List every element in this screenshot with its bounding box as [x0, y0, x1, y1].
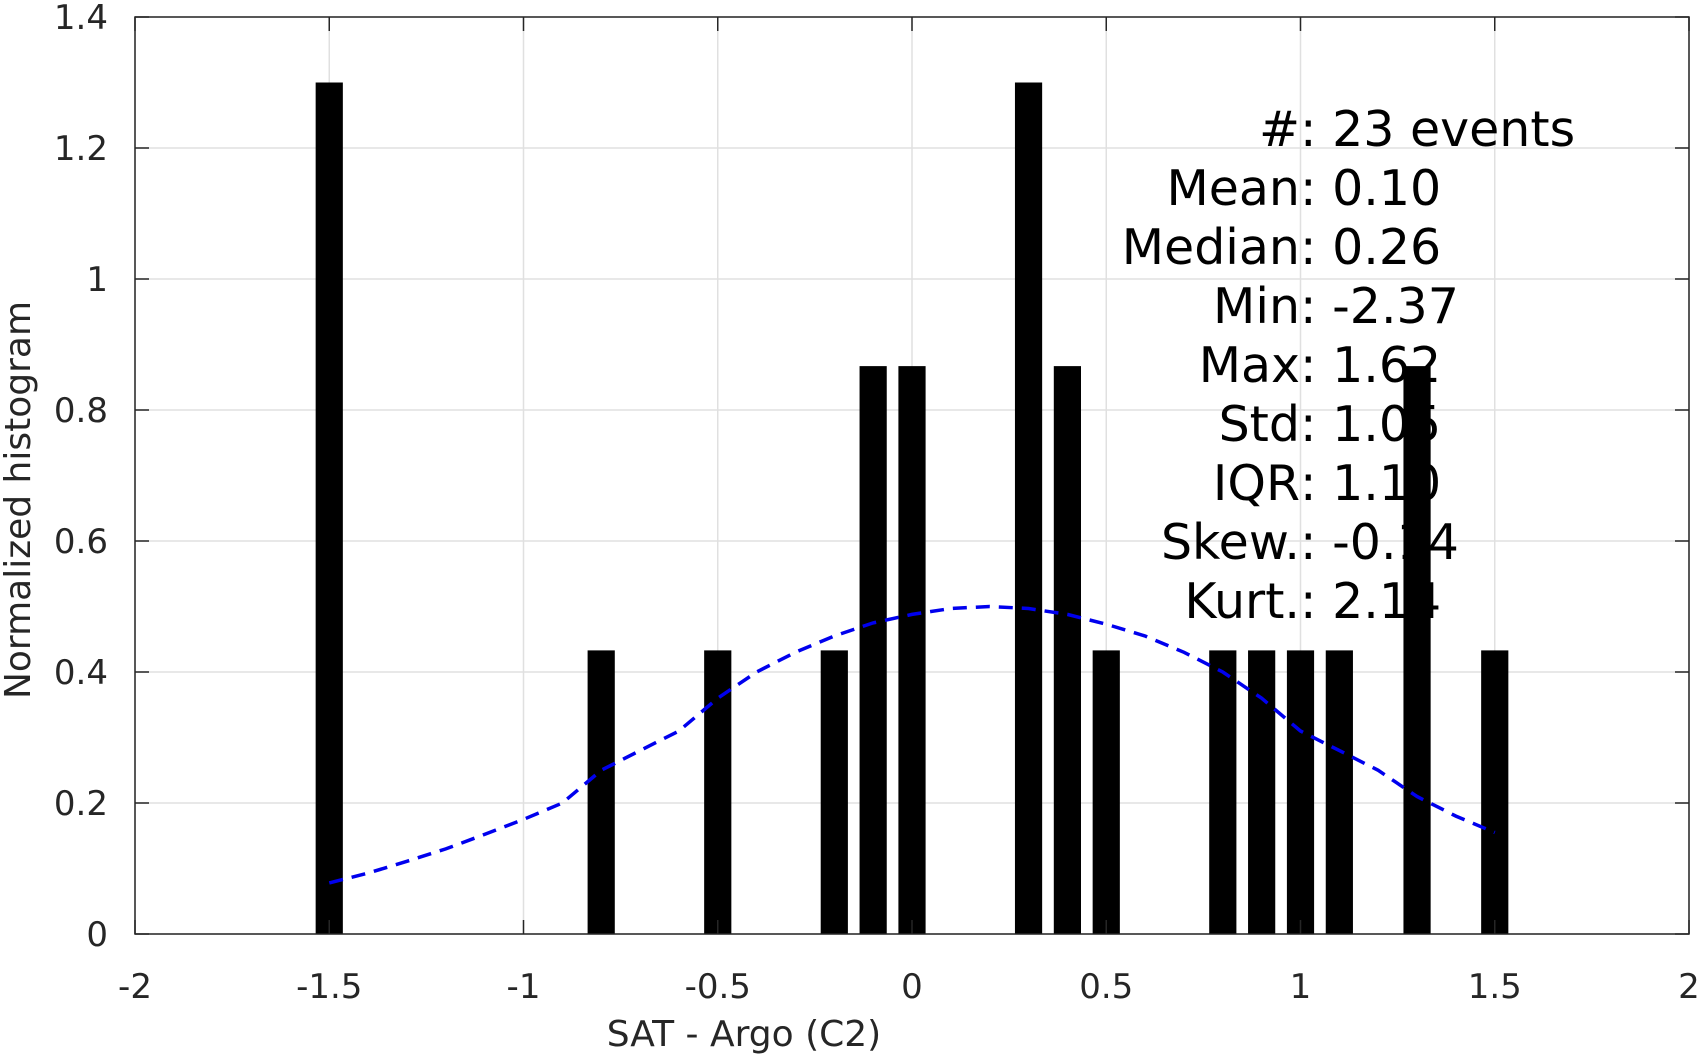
y-tick-label: 1.2 — [54, 129, 108, 169]
histogram-bar — [315, 82, 343, 934]
y-tick-label: 0.6 — [54, 522, 108, 562]
x-tick-label: 0 — [901, 967, 923, 1007]
stat-value: : 23 events — [1300, 101, 1575, 158]
normal-fit-curve — [328, 604, 1496, 885]
stat-value: : 0.10 — [1300, 160, 1441, 217]
stat-value: : 0.26 — [1300, 219, 1441, 276]
histogram-bar — [704, 650, 732, 934]
y-tick-label: 1 — [86, 260, 108, 300]
tick-labels: -2 -1.5 -1 -0.5 0 0.5 1 1.5 2 0 0.2 0.4 0.6 0.8 1 1.2 1.… — [54, 0, 1700, 1007]
histogram-bar — [859, 366, 887, 934]
x-tick-label: 2 — [1678, 967, 1700, 1007]
histogram-bar — [1053, 366, 1081, 934]
histogram-bars — [315, 82, 1509, 934]
stat-value: : 1.62 — [1300, 337, 1441, 394]
stat-label: Std — [1219, 396, 1300, 453]
histogram-bar — [1481, 650, 1509, 934]
y-axis-label: Normalized histogram — [0, 301, 39, 699]
stat-label: Median — [1122, 219, 1300, 276]
stat-label: Kurt. — [1184, 573, 1300, 630]
x-tick-label: -1.5 — [296, 967, 362, 1007]
stat-label: Mean — [1166, 160, 1300, 217]
y-tick-label: 0 — [86, 915, 108, 955]
histogram-bar — [1403, 366, 1431, 934]
fit-curve-layer — [328, 604, 1496, 885]
y-tick-label: 1.4 — [54, 0, 108, 38]
stat-value: : 1.05 — [1300, 396, 1441, 453]
histogram-bar — [820, 650, 848, 934]
histogram-bar — [1248, 650, 1276, 934]
histogram-bar — [1014, 82, 1043, 934]
stat-label: Max — [1199, 337, 1300, 394]
histogram-bar — [898, 366, 926, 934]
stat-value: : -0.14 — [1300, 514, 1459, 571]
y-tick-label: 0.2 — [54, 784, 108, 824]
stat-label: Skew. — [1161, 514, 1300, 571]
axes-frame — [134, 16, 1690, 935]
stat-value: : 1.10 — [1300, 455, 1441, 512]
histogram-bar — [1325, 650, 1353, 934]
y-tick-label: 0.4 — [54, 653, 108, 693]
stat-label: Min — [1213, 278, 1300, 335]
histogram-bar — [1286, 650, 1315, 934]
stat-label: IQR — [1213, 455, 1300, 512]
x-tick-label: -0.5 — [685, 967, 751, 1007]
x-tick-label: -2 — [118, 967, 152, 1007]
y-tick-label: 0.8 — [54, 391, 108, 431]
histogram-bar — [587, 650, 615, 934]
x-tick-label: 0.5 — [1079, 967, 1133, 1007]
histogram-bar — [1092, 650, 1120, 934]
stat-value: : -2.37 — [1300, 278, 1459, 335]
x-tick-label: 1.5 — [1468, 967, 1522, 1007]
stat-label: # — [1259, 101, 1300, 158]
histogram-bar — [1209, 650, 1237, 934]
stat-value: : 2.14 — [1300, 573, 1441, 630]
x-tick-label: -1 — [507, 967, 541, 1007]
x-axis-label: SAT - Argo (C2) — [607, 1014, 881, 1055]
x-tick-label: 1 — [1290, 967, 1312, 1007]
